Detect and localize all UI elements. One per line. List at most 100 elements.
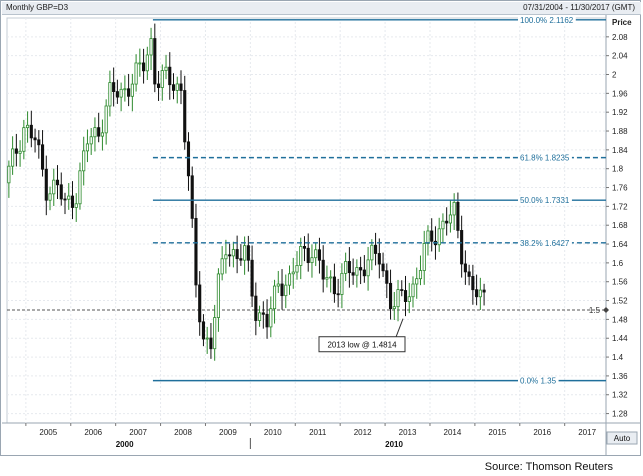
y-tick-label: 1.44	[612, 334, 628, 343]
x-tick-label: 2017	[578, 428, 596, 437]
candle-body	[235, 249, 239, 260]
fib-label-bg	[518, 238, 572, 248]
candle-body	[100, 132, 104, 137]
y-tick-label: 1.8	[612, 165, 624, 174]
candle-body	[175, 83, 179, 91]
x-tick-label: 2005	[39, 428, 57, 437]
candle-body	[29, 124, 33, 139]
candle-body	[22, 127, 26, 152]
candle-body	[340, 272, 344, 295]
candle-body	[471, 276, 475, 291]
candle-body	[243, 245, 247, 261]
candle-body	[142, 62, 146, 72]
candle-body	[475, 289, 479, 298]
candle-body	[213, 317, 217, 350]
candle-body	[482, 289, 486, 293]
x-tick-label: 2014	[444, 428, 462, 437]
candle-body	[228, 254, 232, 257]
candle-body	[52, 179, 56, 195]
candle-body	[441, 220, 445, 230]
candle-body	[317, 249, 322, 261]
candle-body	[239, 258, 243, 261]
candle-body	[403, 290, 408, 302]
fib-label-bg	[518, 15, 576, 25]
x-tick-label: 2013	[399, 428, 417, 437]
x-tick-label: 2006	[84, 428, 102, 437]
candle-body	[89, 136, 93, 145]
candle-body	[321, 259, 325, 280]
candle-body	[392, 306, 396, 310]
y-tick-label: 1.28	[612, 410, 628, 419]
x-major-label: 2000	[116, 440, 134, 449]
candle-body	[194, 217, 198, 286]
y-tick-label: 1.36	[612, 372, 628, 381]
candle-body	[44, 168, 48, 201]
candle-body	[112, 82, 116, 92]
candle-body	[362, 269, 366, 277]
fib-label-bg	[518, 196, 572, 206]
candle-body	[388, 282, 393, 310]
candle-body	[370, 244, 374, 261]
fib-label: 0.0% 1.35	[520, 377, 557, 386]
y-tick-label: 1.6	[612, 259, 624, 268]
candle-body	[74, 203, 78, 208]
candle-body	[452, 201, 456, 216]
candle-body	[463, 263, 467, 273]
candle-body	[355, 267, 359, 276]
fib-label: 100.0% 2.1162	[520, 16, 574, 25]
candle-body	[164, 66, 168, 71]
candle-body	[26, 124, 30, 129]
y-tick-label: 1.88	[612, 127, 628, 136]
candle-body	[85, 143, 90, 152]
candle-body	[70, 195, 75, 208]
x-tick-label: 2007	[129, 428, 147, 437]
candle-body	[156, 83, 161, 88]
candle-body	[310, 257, 314, 264]
candle-body	[430, 230, 434, 242]
candle-body	[33, 137, 37, 141]
candle-body	[18, 150, 22, 154]
candle-body	[55, 179, 60, 186]
candle-body	[325, 277, 329, 280]
candle-body	[272, 285, 277, 310]
candle-body	[295, 265, 299, 273]
candle-body	[411, 283, 415, 298]
candle-body	[258, 312, 262, 321]
y-tick-label: 1.92	[612, 108, 628, 117]
candle-body	[201, 321, 206, 340]
candle-body	[209, 337, 213, 350]
candle-body	[171, 84, 176, 91]
annotation-box	[318, 336, 406, 353]
candle-body	[366, 259, 370, 277]
x-tick-label: 2015	[488, 428, 506, 437]
auto-scale-button	[606, 431, 638, 445]
y-tick-label: 1.84	[612, 146, 628, 155]
candle-body	[82, 150, 86, 172]
candle-body	[302, 246, 307, 249]
plot-area	[6, 17, 607, 424]
candle-body	[415, 278, 419, 285]
candle-body	[445, 220, 449, 224]
y-tick-label: 1.96	[612, 89, 628, 98]
y-tick-label: 1.48	[612, 315, 628, 324]
candle-body	[418, 270, 423, 280]
candle-body	[254, 295, 258, 321]
x-tick-label: 2009	[219, 428, 237, 437]
candle-body	[280, 283, 284, 297]
candle-body	[134, 62, 138, 85]
candle-body	[123, 88, 127, 91]
candle-body	[269, 308, 273, 328]
candle-body	[48, 193, 52, 201]
candle-body	[186, 141, 191, 177]
x-tick-label: 2012	[354, 428, 372, 437]
candle-body	[347, 261, 351, 274]
annotation-text: 2013 low @ 1.4814	[327, 341, 397, 350]
candle-body	[130, 83, 134, 97]
candle-body	[93, 127, 97, 138]
candle-body	[168, 66, 172, 86]
candle-body	[351, 272, 355, 276]
candle-body	[127, 88, 131, 97]
candle-body	[14, 148, 18, 154]
candle-body	[359, 267, 363, 271]
candle-body	[11, 148, 15, 167]
